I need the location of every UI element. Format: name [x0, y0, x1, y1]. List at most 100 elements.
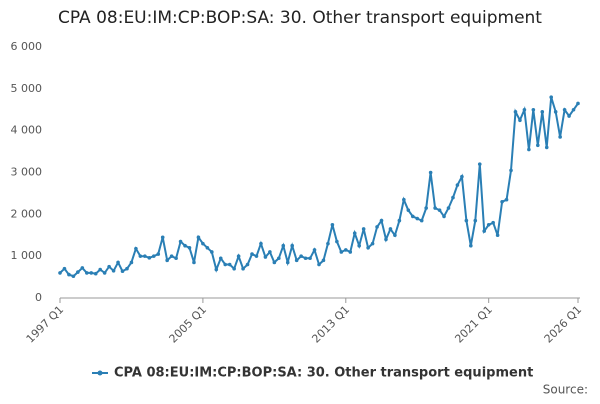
point	[339, 250, 344, 254]
point	[125, 266, 129, 271]
point	[192, 260, 196, 265]
point	[335, 239, 339, 244]
point	[397, 218, 402, 223]
point	[326, 241, 330, 246]
point	[343, 248, 348, 252]
point	[433, 206, 437, 210]
x-tick-label: 2026 Q1	[542, 303, 585, 346]
point	[388, 227, 393, 231]
point	[366, 246, 370, 250]
point	[495, 233, 500, 238]
point	[509, 168, 513, 173]
point	[98, 267, 102, 272]
point	[482, 229, 487, 233]
point	[62, 266, 67, 271]
point	[254, 254, 259, 258]
point	[513, 110, 518, 114]
point	[169, 254, 174, 258]
point	[455, 183, 460, 187]
point	[415, 216, 420, 221]
x-tick-label: 2005 Q1	[167, 303, 210, 346]
point	[469, 243, 473, 248]
point	[259, 241, 263, 246]
point	[303, 256, 308, 261]
y-tick-label: 4 000	[11, 124, 43, 137]
point	[558, 135, 562, 139]
point	[151, 254, 156, 258]
point	[281, 243, 286, 248]
point	[348, 250, 353, 254]
point	[277, 256, 281, 261]
point	[183, 243, 187, 248]
point	[250, 252, 254, 256]
point	[102, 271, 107, 275]
point	[402, 197, 406, 202]
point	[196, 235, 201, 240]
point	[138, 254, 143, 258]
point	[442, 214, 446, 219]
point	[205, 246, 210, 250]
point	[156, 252, 161, 256]
point	[147, 256, 152, 260]
point	[308, 256, 312, 261]
point	[567, 114, 571, 118]
point	[370, 241, 375, 246]
point	[120, 269, 125, 274]
point	[111, 269, 116, 273]
point	[84, 271, 89, 275]
point	[393, 233, 397, 238]
point	[134, 246, 138, 251]
x-tick-label: 2013 Q1	[309, 303, 352, 346]
x-tick-label: 2021 Q1	[452, 303, 495, 346]
y-tick-label: 2 000	[11, 207, 43, 220]
point	[80, 266, 85, 270]
point	[143, 254, 147, 258]
point	[375, 225, 379, 229]
point	[294, 258, 299, 263]
point	[522, 107, 527, 112]
line	[59, 96, 579, 278]
point	[352, 231, 357, 235]
x-tick-label: 1997 Q1	[24, 303, 67, 346]
point	[290, 243, 295, 248]
point	[178, 239, 183, 244]
point	[549, 95, 554, 99]
point	[361, 227, 366, 231]
point	[272, 260, 277, 265]
y-tick-label: 3 000	[11, 166, 43, 179]
point	[379, 218, 384, 223]
point	[223, 262, 228, 267]
point	[268, 250, 272, 254]
point	[473, 218, 478, 223]
point	[536, 143, 540, 148]
point	[491, 220, 495, 225]
point	[562, 107, 567, 112]
point	[214, 267, 219, 272]
point	[107, 264, 111, 269]
point	[464, 218, 469, 223]
point	[571, 107, 576, 112]
point	[384, 237, 388, 242]
point	[93, 271, 98, 276]
point	[544, 145, 549, 150]
point	[89, 271, 94, 275]
point	[406, 208, 411, 212]
point	[160, 235, 165, 240]
point	[165, 258, 169, 263]
point	[540, 110, 545, 114]
point	[232, 266, 236, 271]
point	[245, 262, 250, 267]
y-tick-label: 1 000	[11, 249, 43, 262]
point	[312, 248, 317, 252]
point	[527, 147, 531, 152]
point	[116, 260, 120, 265]
point	[317, 262, 321, 267]
legend-marker	[97, 370, 103, 376]
point	[504, 197, 509, 202]
point	[241, 266, 245, 271]
point	[357, 243, 361, 248]
point	[58, 271, 62, 275]
source: Source:	[543, 383, 588, 397]
point	[553, 110, 558, 114]
point	[410, 214, 415, 219]
